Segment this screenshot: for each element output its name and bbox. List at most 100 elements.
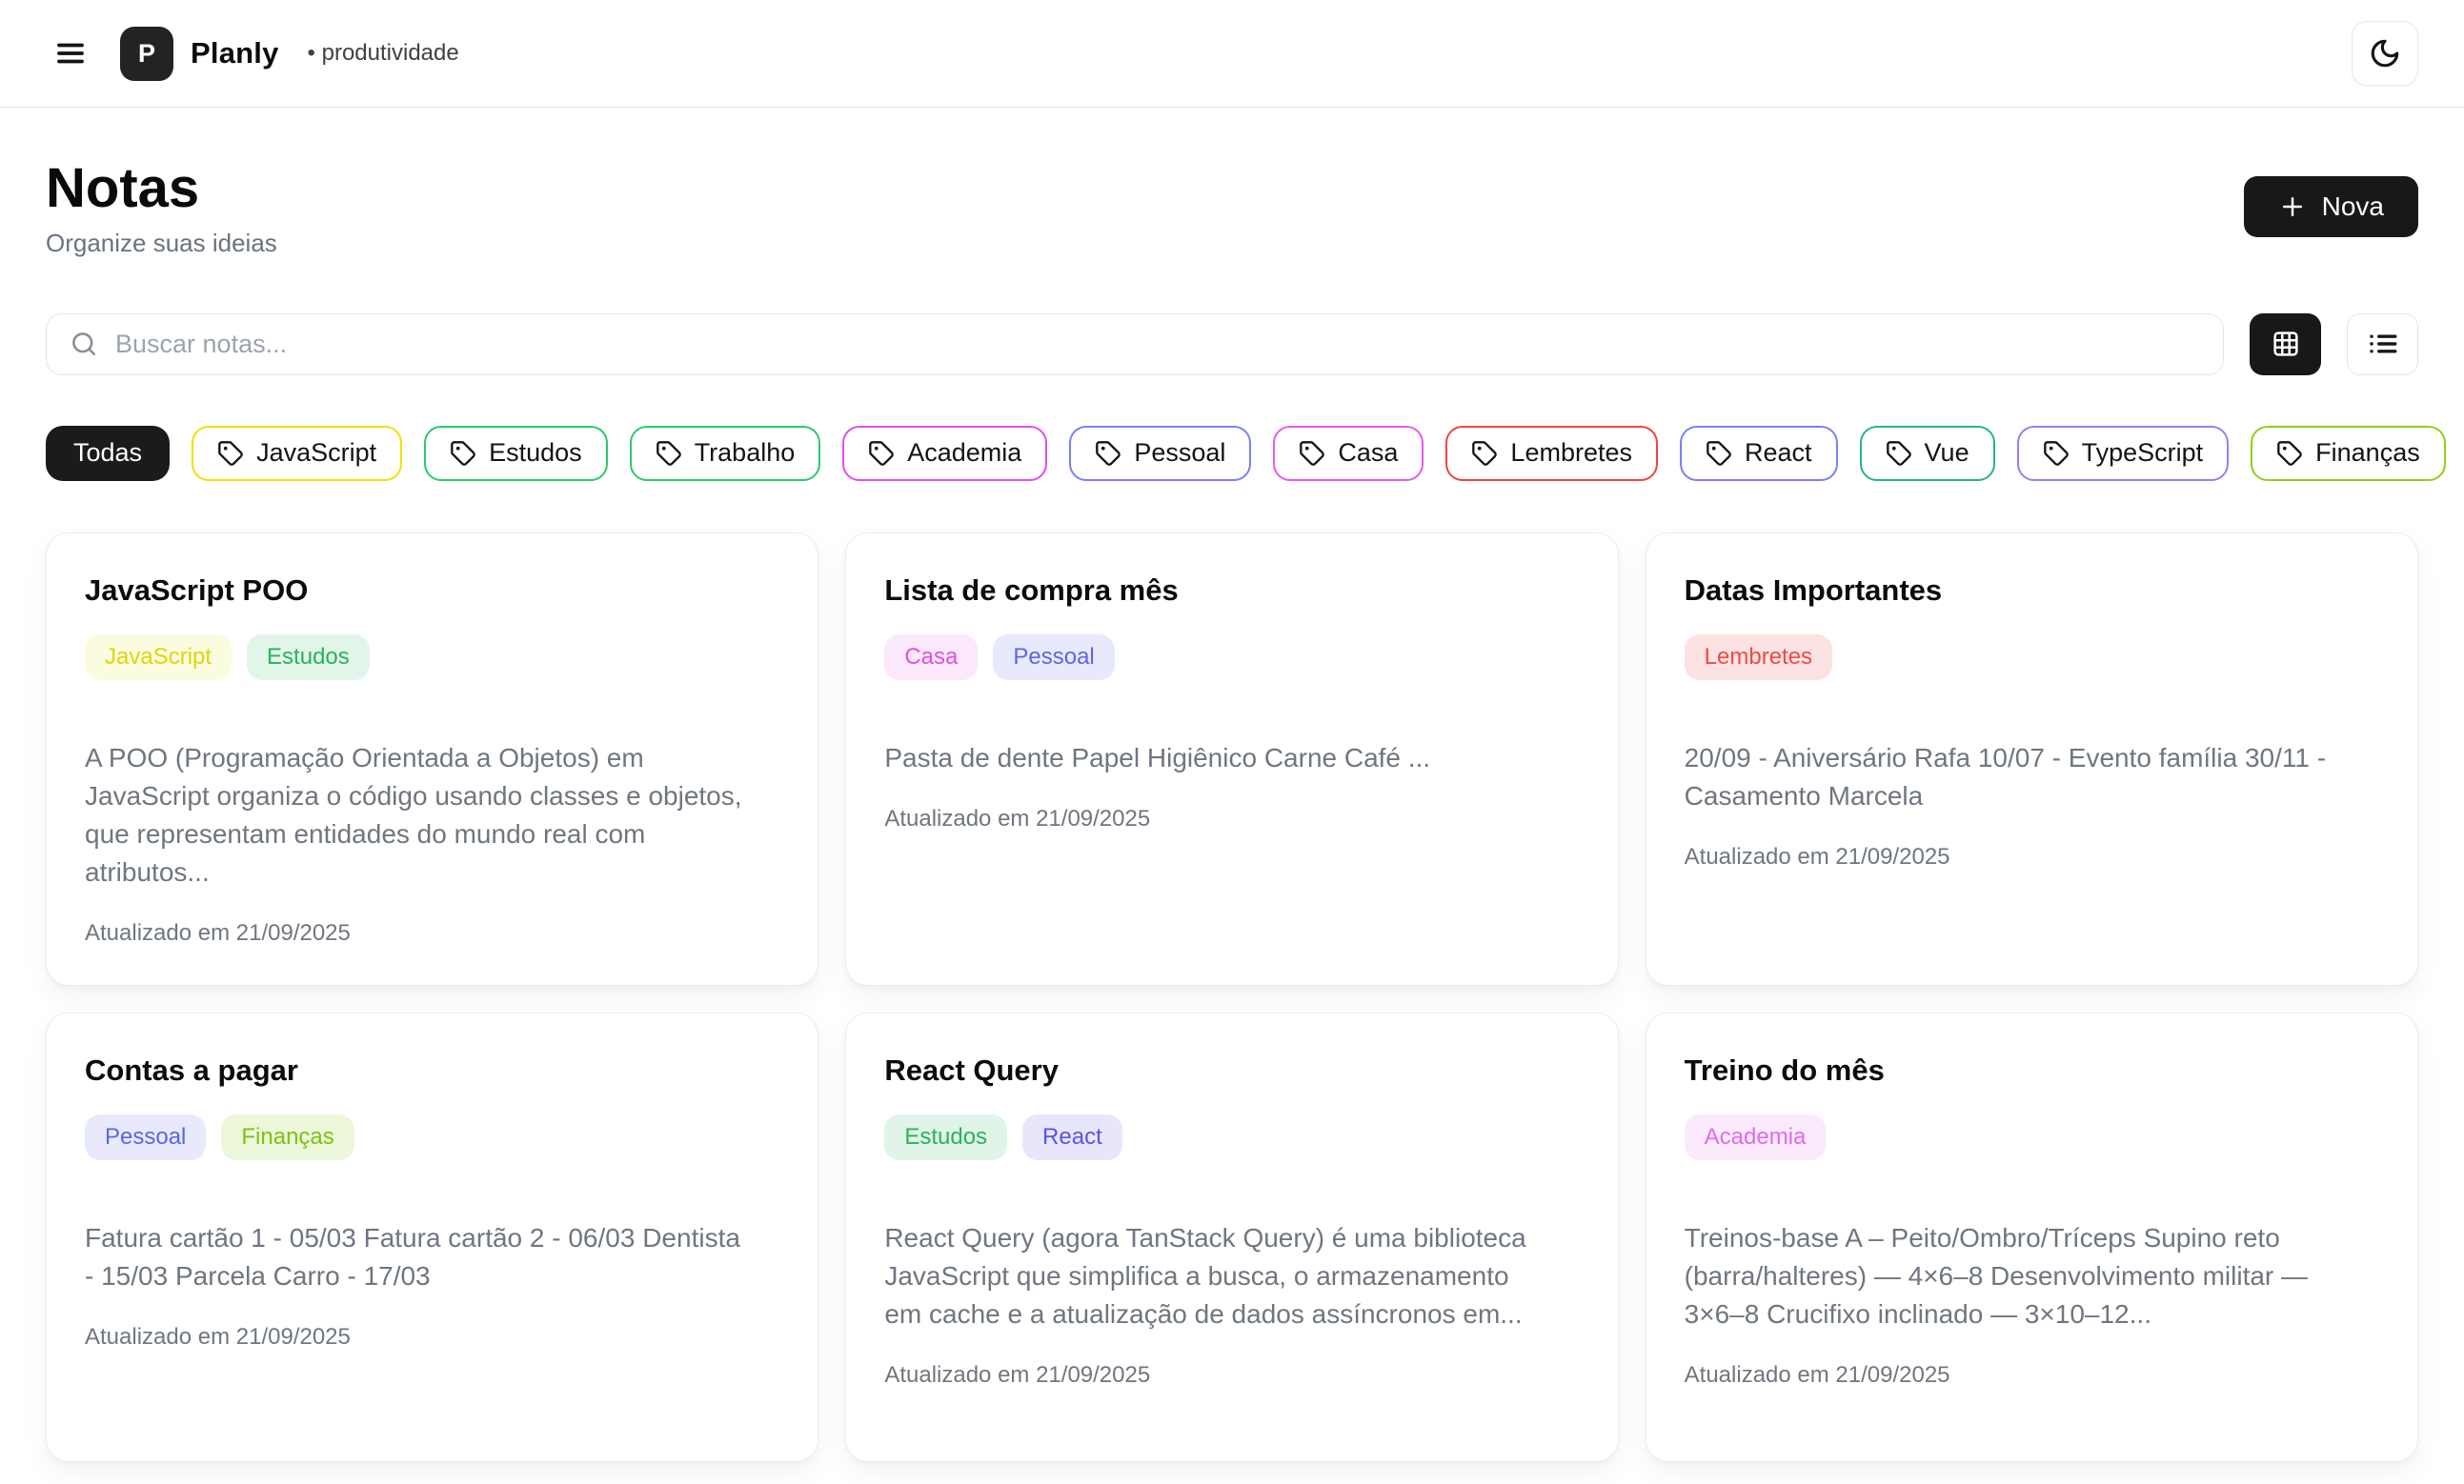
list-icon: [2367, 328, 2399, 360]
note-tag: Academia: [1684, 1113, 1827, 1160]
note-updated: Atualizado em 21/09/2025: [1684, 843, 1950, 870]
search-icon: [70, 330, 98, 358]
note-title: Datas Importantes: [1684, 572, 1943, 607]
tag-icon: [656, 440, 682, 467]
note-tag: React: [1022, 1113, 1122, 1160]
app-tagline: • produtividade: [307, 40, 459, 66]
tag-icon: [868, 440, 895, 467]
note-card-react-query[interactable]: React Query Estudos React React Query (a…: [845, 1012, 1619, 1462]
filter-chip-trabalho[interactable]: Trabalho: [629, 425, 821, 481]
filter-chip-typescript[interactable]: TypeScript: [2016, 425, 2230, 481]
note-tag: Finanças: [221, 1113, 354, 1160]
top-bar: P Planly • produtividade: [0, 0, 2464, 108]
filter-chip-label: Pessoal: [1134, 438, 1226, 468]
note-card-javascript-poo[interactable]: JavaScript POO JavaScript Estudos A POO …: [46, 531, 819, 986]
main-content: Notas Organize suas ideias Nova: [0, 157, 2464, 1462]
search-input[interactable]: [115, 329, 2200, 359]
note-tags: Casa Pessoal: [884, 633, 1579, 680]
note-tags: Lembretes: [1684, 633, 2379, 680]
filter-chip-label: Casa: [1338, 438, 1399, 468]
note-tag: Pessoal: [993, 633, 1115, 680]
filter-chip-estudos[interactable]: Estudos: [424, 425, 608, 481]
note-title: Treino do mês: [1684, 1053, 1885, 1087]
filter-chip-label: Academia: [907, 438, 1022, 468]
moon-icon: [2369, 37, 2401, 70]
note-tag: Estudos: [247, 633, 370, 680]
note-tags: Estudos React: [884, 1113, 1579, 1160]
grid-icon: [2271, 329, 2301, 359]
note-card-contas-a-pagar[interactable]: Contas a pagar Pessoal Finanças Fatura c…: [46, 1012, 819, 1462]
filter-chip-react[interactable]: React: [1680, 425, 1838, 481]
page-subtitle: Organize suas ideias: [46, 228, 277, 257]
new-note-button[interactable]: Nova: [2243, 176, 2418, 237]
note-tags: JavaScript Estudos: [85, 633, 779, 680]
tag-icon: [2276, 440, 2303, 467]
tag-icon: [450, 440, 476, 467]
filter-chip-label: Trabalho: [694, 438, 796, 468]
hero-section: Notas Organize suas ideias Nova: [46, 157, 2418, 258]
note-card-lista-de-compra[interactable]: Lista de compra mês Casa Pessoal Pasta d…: [845, 531, 1619, 986]
filter-chip-label: TypeScript: [2081, 438, 2204, 468]
filter-chip-label: JavaScript: [256, 438, 377, 468]
page-title: Notas: [46, 157, 200, 219]
hero-text: Notas Organize suas ideias: [46, 157, 277, 258]
note-tag: Casa: [884, 633, 979, 680]
filter-chip-label: Todas: [73, 438, 143, 468]
filter-chip-financas[interactable]: Finanças: [2251, 425, 2446, 481]
note-excerpt: React Query (agora TanStack Query) é uma…: [884, 1222, 1526, 1329]
tag-icon: [1471, 440, 1498, 467]
note-updated: Atualizado em 21/09/2025: [884, 805, 1151, 832]
note-updated: Atualizado em 21/09/2025: [884, 1361, 1151, 1388]
note-excerpt: Treinos-base A – Peito/Ombro/Tríceps Sup…: [1684, 1222, 2309, 1329]
note-updated: Atualizado em 21/09/2025: [85, 1323, 351, 1350]
filter-chip-vue[interactable]: Vue: [1859, 425, 1995, 481]
tag-icon: [1299, 440, 1325, 467]
tag-icon: [1095, 440, 1121, 467]
search-box[interactable]: [46, 312, 2224, 375]
note-tag: Pessoal: [85, 1113, 207, 1160]
filter-chip-pessoal[interactable]: Pessoal: [1069, 425, 1252, 481]
theme-toggle-button[interactable]: [2352, 21, 2418, 86]
note-card-datas-importantes[interactable]: Datas Importantes Lembretes 20/09 - Aniv…: [1645, 531, 2418, 986]
note-tag: Estudos: [884, 1113, 1008, 1160]
filter-chip-label: Vue: [1924, 438, 1969, 468]
app-logo: P: [120, 26, 173, 81]
notes-grid: JavaScript POO JavaScript Estudos A POO …: [46, 531, 2418, 1462]
note-updated: Atualizado em 21/09/2025: [85, 919, 351, 946]
filter-chip-label: Finanças: [2315, 438, 2420, 468]
note-tags: Academia: [1684, 1113, 2379, 1160]
filter-chip-todas[interactable]: Todas: [46, 425, 171, 481]
filter-chip-label: React: [1745, 438, 1812, 468]
tag-icon: [1706, 440, 1732, 467]
note-title: JavaScript POO: [85, 572, 309, 607]
note-tag: Lembretes: [1684, 633, 1833, 680]
filter-chip-academia[interactable]: Academia: [842, 425, 1048, 481]
note-tags: Pessoal Finanças: [85, 1113, 779, 1160]
list-view-button[interactable]: [2347, 312, 2418, 375]
brand[interactable]: P Planly • produtividade: [120, 26, 459, 81]
note-updated: Atualizado em 21/09/2025: [1684, 1361, 1950, 1388]
tag-icon: [1886, 440, 1912, 467]
filter-chip-lembretes[interactable]: Lembretes: [1445, 425, 1658, 481]
menu-button[interactable]: [46, 29, 95, 78]
grid-view-button[interactable]: [2250, 312, 2321, 375]
note-card-treino-do-mes[interactable]: Treino do mês Academia Treinos-base A – …: [1645, 1012, 2418, 1462]
filter-chip-casa[interactable]: Casa: [1273, 425, 1424, 481]
filter-chip-label: Lembretes: [1510, 438, 1632, 468]
plus-icon: [2278, 192, 2307, 221]
new-note-label: Nova: [2321, 191, 2384, 221]
filter-chip-row: Todas JavaScript Estudos Trabalho Academ…: [46, 425, 2446, 481]
hamburger-icon: [54, 37, 87, 70]
app-name: Planly: [191, 36, 279, 70]
search-row: [46, 312, 2418, 375]
note-excerpt: Fatura cartão 1 - 05/03 Fatura cartão 2 …: [85, 1222, 740, 1291]
filter-chip-label: Estudos: [489, 438, 582, 468]
note-excerpt: 20/09 - Aniversário Rafa 10/07 - Evento …: [1684, 742, 2327, 811]
top-bar-left: P Planly • produtividade: [46, 26, 459, 81]
note-tag: JavaScript: [85, 633, 232, 680]
tag-icon: [217, 440, 244, 467]
note-title: Contas a pagar: [85, 1053, 298, 1087]
note-title: React Query: [884, 1053, 1059, 1087]
note-excerpt: Pasta de dente Papel Higiênico Carne Caf…: [884, 742, 1431, 772]
filter-chip-javascript[interactable]: JavaScript: [192, 425, 403, 481]
